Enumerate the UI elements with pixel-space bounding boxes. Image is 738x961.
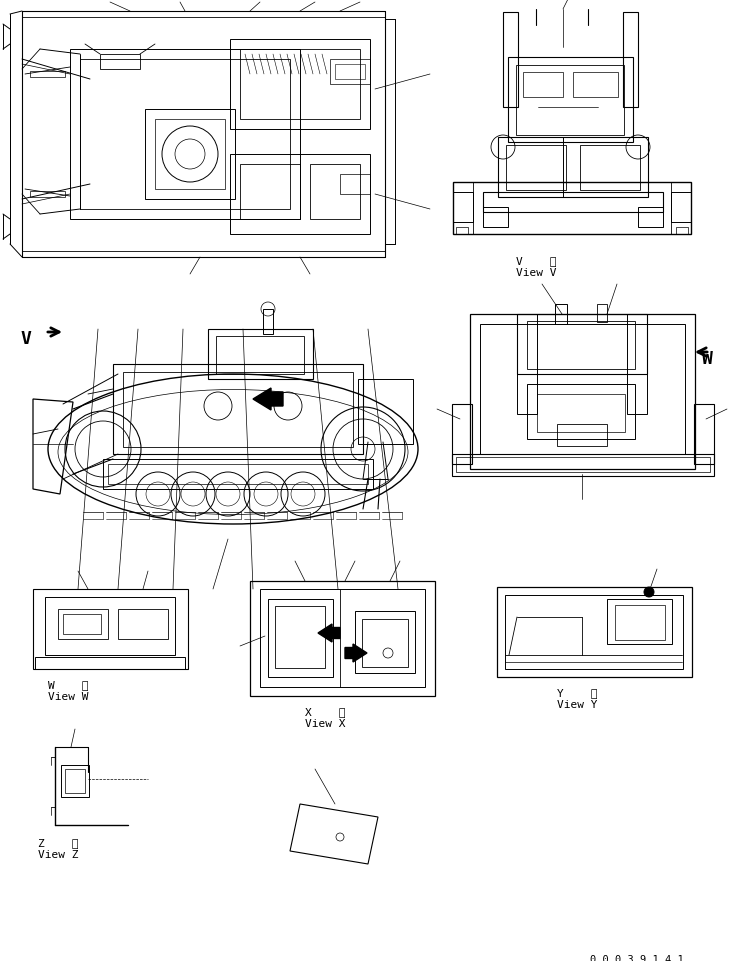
Bar	[676, 228, 688, 234]
Bar	[452, 405, 472, 464]
Bar	[483, 193, 663, 212]
Bar	[694, 405, 714, 464]
Text: V: V	[20, 330, 31, 348]
Bar	[508, 58, 633, 143]
Text: V    視: V 視	[516, 256, 556, 266]
Text: View X: View X	[305, 718, 345, 728]
Bar	[80, 60, 290, 209]
Bar	[456, 457, 710, 473]
Bar	[555, 305, 567, 325]
Bar	[358, 380, 413, 445]
Bar	[573, 73, 618, 98]
Bar	[58, 609, 108, 639]
Bar	[607, 600, 672, 644]
Bar	[615, 605, 665, 640]
Bar	[517, 314, 647, 375]
Bar	[671, 193, 691, 223]
Bar	[260, 589, 425, 687]
Text: View V: View V	[516, 268, 556, 278]
Bar	[523, 73, 563, 98]
Bar	[453, 193, 473, 223]
Bar	[123, 373, 353, 448]
Bar	[216, 336, 304, 375]
Bar	[480, 325, 685, 455]
Bar	[230, 40, 370, 130]
Bar	[506, 146, 566, 191]
Bar	[503, 13, 518, 108]
Text: View W: View W	[48, 691, 89, 702]
Text: X    視: X 視	[305, 706, 345, 716]
Bar	[527, 322, 635, 370]
Bar	[113, 364, 363, 455]
Bar	[537, 395, 625, 432]
Bar	[61, 765, 89, 798]
Bar	[240, 50, 360, 120]
Bar	[355, 611, 415, 674]
Text: Z    視: Z 視	[38, 837, 78, 847]
Text: View Y: View Y	[557, 700, 598, 709]
Bar	[497, 587, 692, 678]
Bar	[597, 305, 607, 323]
Bar	[230, 155, 370, 234]
Bar	[505, 596, 683, 669]
Bar	[100, 55, 140, 70]
Bar	[268, 600, 333, 678]
Bar	[456, 228, 468, 234]
Bar	[35, 657, 185, 669]
Bar	[145, 110, 235, 200]
Bar	[250, 581, 435, 697]
Bar	[623, 13, 638, 108]
Bar	[527, 384, 635, 439]
FancyArrow shape	[253, 388, 283, 410]
Bar	[517, 314, 537, 414]
Bar	[33, 589, 188, 669]
FancyArrow shape	[318, 625, 340, 642]
Bar	[275, 606, 325, 668]
Bar	[263, 309, 273, 334]
Text: W    視: W 視	[48, 679, 89, 689]
Bar	[70, 50, 300, 220]
Bar	[103, 459, 373, 489]
Bar	[498, 137, 648, 198]
Bar	[516, 66, 624, 136]
Text: 0 0 0 3 9 1 4 1: 0 0 0 3 9 1 4 1	[590, 954, 683, 961]
Text: View Z: View Z	[38, 850, 78, 859]
Bar	[483, 208, 508, 228]
Bar	[30, 192, 65, 198]
Bar	[627, 314, 647, 414]
Bar	[362, 619, 408, 667]
Bar	[118, 609, 168, 639]
Circle shape	[644, 587, 654, 598]
Bar	[557, 425, 607, 447]
Bar	[108, 464, 368, 484]
FancyArrow shape	[345, 644, 367, 662]
Bar	[30, 72, 65, 78]
Bar	[65, 769, 85, 793]
Bar	[208, 330, 313, 380]
Bar	[63, 614, 101, 634]
Bar	[335, 65, 365, 80]
Bar	[452, 455, 714, 477]
Bar	[638, 208, 663, 228]
Bar	[45, 598, 175, 655]
Text: W: W	[702, 350, 713, 368]
Bar	[340, 175, 370, 195]
Bar	[310, 165, 360, 220]
Bar	[155, 120, 225, 190]
Text: Y    視: Y 視	[557, 687, 598, 698]
Bar	[453, 183, 691, 234]
Bar	[580, 146, 640, 191]
Bar	[470, 314, 695, 470]
Bar	[240, 165, 300, 220]
Bar	[330, 60, 370, 85]
